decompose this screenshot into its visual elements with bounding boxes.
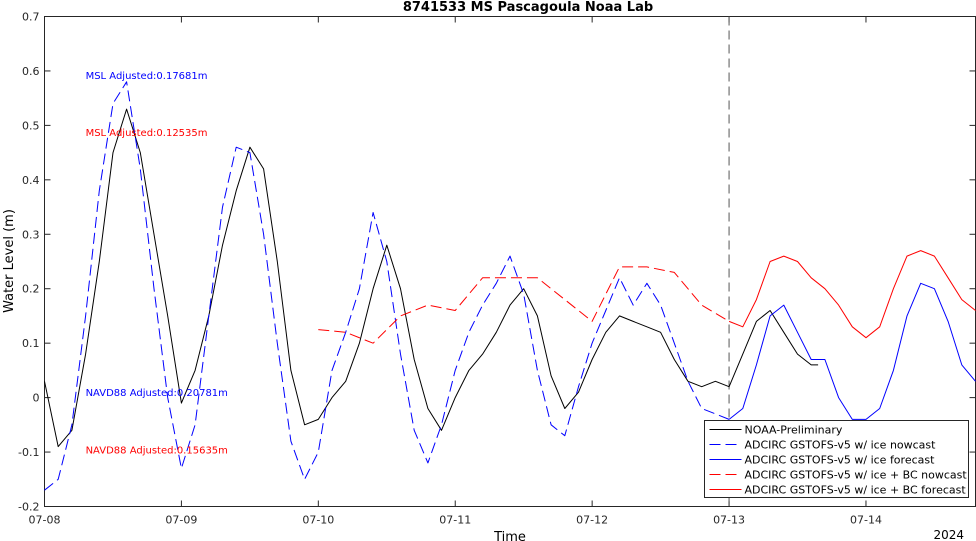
x-tick-label: 07-14 — [850, 514, 882, 527]
series-line — [728, 282, 976, 420]
annotation-label: MSL Adjusted:0.17681m — [86, 71, 208, 82]
y-tick-label: 0 — [33, 392, 40, 405]
year-label: 2024 — [933, 528, 964, 541]
y-tick-label: -0.1 — [18, 446, 39, 459]
legend-box — [704, 420, 969, 498]
series-group — [44, 81, 976, 491]
legend-label: ADCIRC GSTOFS-v5 w/ ice + BC forecast — [745, 484, 967, 497]
series-line — [44, 108, 819, 448]
annotations: MSL Adjusted:0.17681m MSL Adjusted:0.1253… — [86, 71, 228, 457]
x-tick-label: 07-12 — [576, 514, 608, 527]
chart-title: 8741533 MS Pascagoula Noaa Lab — [403, 0, 653, 15]
y-axis-label: Water Level (m) — [2, 209, 17, 313]
y-tick-label: 0.6 — [22, 65, 40, 78]
annotation-label: NAVD88 Adjusted:0.20781m — [86, 388, 228, 399]
legend-label: NOAA-Preliminary — [745, 424, 843, 437]
x-tick-label: 07-08 — [29, 514, 61, 527]
y-tick-label: 0.2 — [22, 283, 40, 296]
y-tick-label: 0.7 — [22, 11, 40, 24]
series-line — [44, 81, 730, 491]
series-line — [728, 250, 976, 339]
annotation-label: NAVD88 Adjusted:0.15635m — [86, 445, 228, 456]
y-tick-label: 0.5 — [22, 119, 40, 132]
legend-label: ADCIRC GSTOFS-v5 w/ ice nowcast — [745, 439, 937, 452]
x-tick-label: 07-11 — [439, 514, 471, 527]
y-tick-label: 0.3 — [22, 228, 40, 241]
legend-label: ADCIRC GSTOFS-v5 w/ ice + BC nowcast — [745, 469, 968, 482]
y-tick-label: 0.1 — [22, 337, 40, 350]
legend: NOAA-Preliminary ADCIRC GSTOFS-v5 w/ ice … — [704, 420, 969, 498]
series-line — [318, 266, 730, 344]
y-tick-label: -0.2 — [18, 501, 39, 514]
annotation-label: MSL Adjusted:0.12535m — [86, 128, 208, 139]
y-axis: -0.2 -0.1 0 0.1 0.2 0.3 0.4 0.5 0.6 0.7 — [18, 11, 976, 514]
x-axis: 07-08 07-09 07-10 07-11 07-12 07-13 07-14 — [29, 16, 882, 527]
x-tick-label: 07-09 — [165, 514, 197, 527]
y-tick-label: 0.4 — [22, 174, 40, 187]
x-tick-label: 07-13 — [713, 514, 745, 527]
legend-label: ADCIRC GSTOFS-v5 w/ ice forecast — [745, 454, 936, 467]
x-tick-label: 07-10 — [302, 514, 334, 527]
x-axis-label: Time — [493, 530, 526, 541]
